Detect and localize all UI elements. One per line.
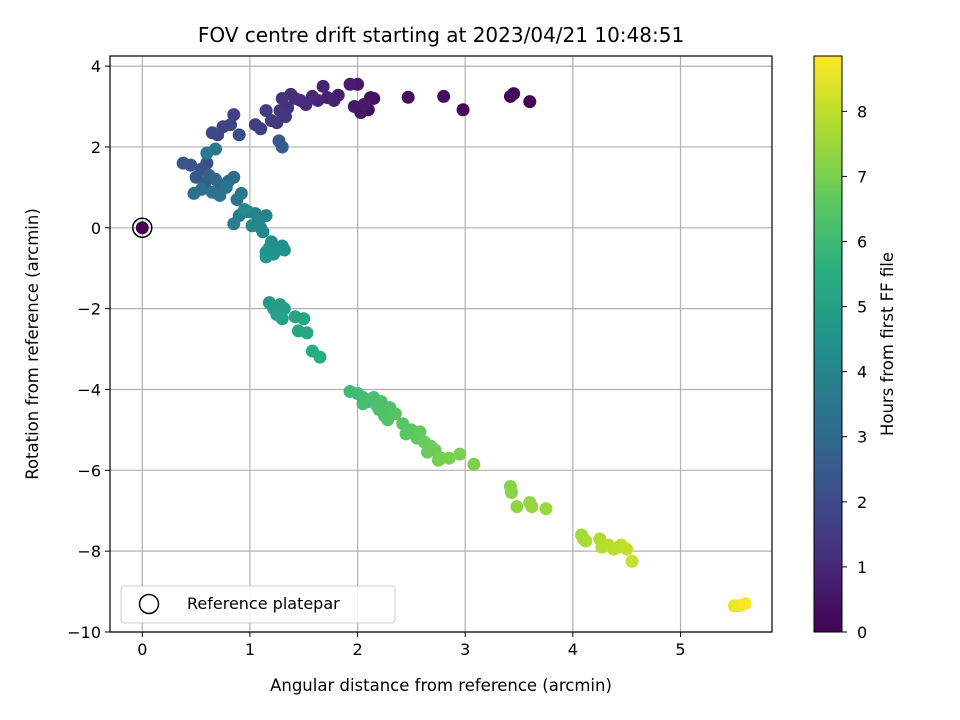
data-point	[505, 486, 519, 500]
colorbar-tick-label: 1	[857, 558, 867, 577]
data-point	[227, 170, 241, 184]
data-point	[539, 502, 553, 516]
y-tick-label: 0	[91, 219, 101, 238]
y-tick-label: −4	[77, 380, 101, 399]
colorbar-tick-label: 0	[857, 623, 867, 642]
data-point	[234, 186, 248, 200]
data-point	[232, 128, 246, 142]
reference-marker-group	[132, 217, 153, 239]
data-point	[187, 186, 201, 200]
colorbar-label: Hours from first FF file	[878, 252, 897, 436]
data-point	[227, 108, 241, 122]
data-point	[343, 77, 357, 91]
y-tick-label: −10	[67, 623, 101, 642]
data-point	[413, 425, 427, 439]
data-point	[523, 95, 537, 109]
y-axis-label: Rotation from reference (arcmin)	[23, 208, 42, 480]
y-tick-label: −6	[77, 461, 101, 480]
data-point	[507, 87, 521, 101]
x-axis-ticks: 0 1 2 3 4 5	[137, 632, 686, 659]
data-point	[313, 350, 327, 364]
data-point	[738, 597, 752, 611]
colorbar-ticks: 0 1 2 3 4 5 6 7 8	[842, 102, 867, 642]
plot-frame	[109, 55, 773, 633]
data-point	[456, 103, 470, 117]
data-point	[259, 250, 273, 264]
legend-marker-reference	[138, 593, 160, 615]
data-point	[579, 534, 593, 548]
data-point	[347, 100, 361, 114]
y-axis-ticks: 4 2 0 −2 −4 −6 −8 −10	[67, 57, 110, 642]
y-tick-label: −2	[77, 300, 101, 319]
data-point	[277, 243, 291, 257]
data-point	[219, 180, 233, 194]
data-point	[300, 326, 314, 340]
colorbar-gradient	[813, 55, 843, 633]
data-point	[357, 98, 371, 112]
colorbar-tick-label: 7	[857, 167, 867, 186]
data-point	[625, 554, 639, 568]
data-point	[256, 225, 270, 239]
data-point	[388, 407, 402, 421]
data-point	[510, 500, 524, 514]
reference-ring	[132, 217, 153, 239]
x-tick-label: 2	[352, 640, 362, 659]
chart-title: FOV centre drift starting at 2023/04/21 …	[198, 23, 684, 47]
data-point	[227, 217, 241, 231]
data-point	[453, 447, 467, 461]
data-point	[377, 409, 391, 423]
grid-lines	[110, 56, 772, 633]
data-point	[421, 445, 435, 459]
colorbar-tick-label: 3	[857, 428, 867, 447]
colorbar: 0 1 2 3 4 5 6 7 8 Hours from first FF file	[813, 55, 897, 642]
x-tick-label: 0	[137, 640, 147, 659]
legend: Reference platepar	[120, 585, 396, 624]
data-point	[259, 104, 273, 118]
data-point	[200, 146, 214, 160]
x-tick-label: 5	[675, 640, 685, 659]
legend-label-reference: Reference platepar	[187, 594, 340, 613]
data-point	[525, 500, 539, 514]
colorbar-tick-label: 5	[857, 298, 867, 317]
data-point	[401, 90, 415, 104]
data-point	[442, 451, 456, 465]
data-point	[316, 79, 330, 93]
data-point	[431, 453, 445, 467]
colorbar-tick-label: 2	[857, 493, 867, 512]
data-point	[620, 542, 634, 556]
y-tick-label: 4	[91, 57, 101, 76]
data-point	[205, 126, 219, 140]
data-point	[275, 312, 289, 326]
data-point	[356, 397, 370, 411]
data-point	[297, 312, 311, 326]
colorbar-tick-label: 6	[857, 232, 867, 251]
data-point	[248, 118, 262, 132]
data-point	[238, 203, 252, 217]
colorbar-tick-label: 4	[857, 363, 867, 382]
data-point	[275, 91, 289, 105]
colorbar-tick-label: 8	[857, 102, 867, 121]
data-point	[272, 134, 286, 148]
data-point	[467, 457, 481, 471]
y-tick-label: −8	[77, 542, 101, 561]
data-point	[245, 219, 259, 233]
x-tick-label: 1	[245, 640, 255, 659]
data-point	[264, 114, 278, 128]
data-points	[176, 77, 752, 613]
data-point	[176, 156, 190, 170]
data-point	[367, 91, 381, 105]
x-tick-label: 4	[568, 640, 578, 659]
y-tick-label: 2	[91, 138, 101, 157]
x-tick-label: 3	[460, 640, 470, 659]
data-point	[437, 89, 451, 103]
legend-box	[120, 585, 396, 624]
x-axis-label: Angular distance from reference (arcmin)	[270, 676, 612, 695]
reference-point	[135, 221, 149, 235]
